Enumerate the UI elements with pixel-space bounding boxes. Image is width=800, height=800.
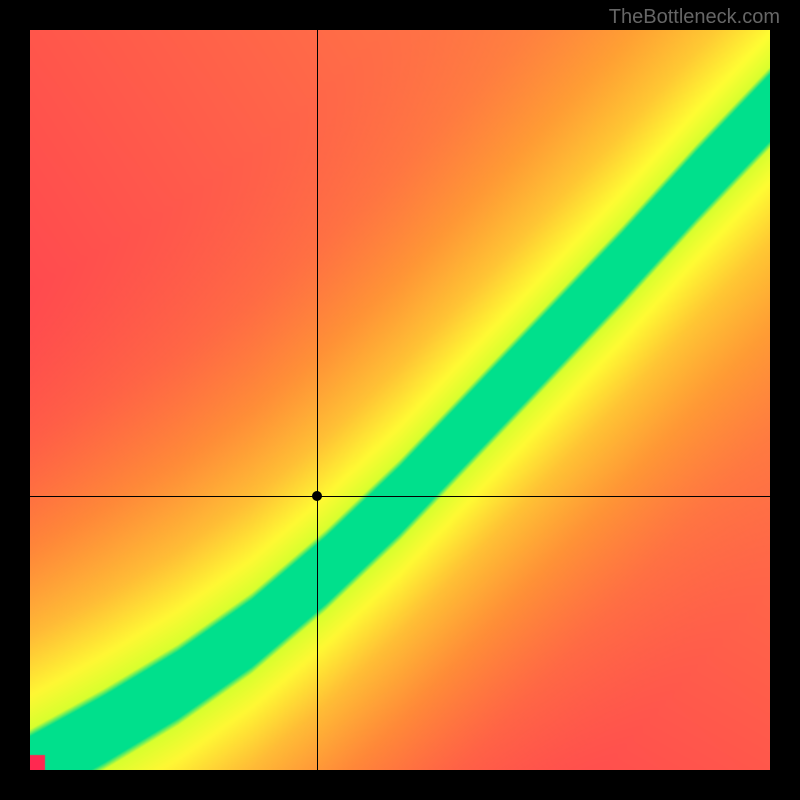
heatmap-canvas: [30, 30, 770, 770]
crosshair-vertical: [317, 30, 318, 770]
watermark-text: TheBottleneck.com: [609, 6, 780, 29]
bottleneck-heatmap: [30, 30, 770, 770]
crosshair-horizontal: [30, 496, 770, 497]
crosshair-point: [312, 491, 322, 501]
